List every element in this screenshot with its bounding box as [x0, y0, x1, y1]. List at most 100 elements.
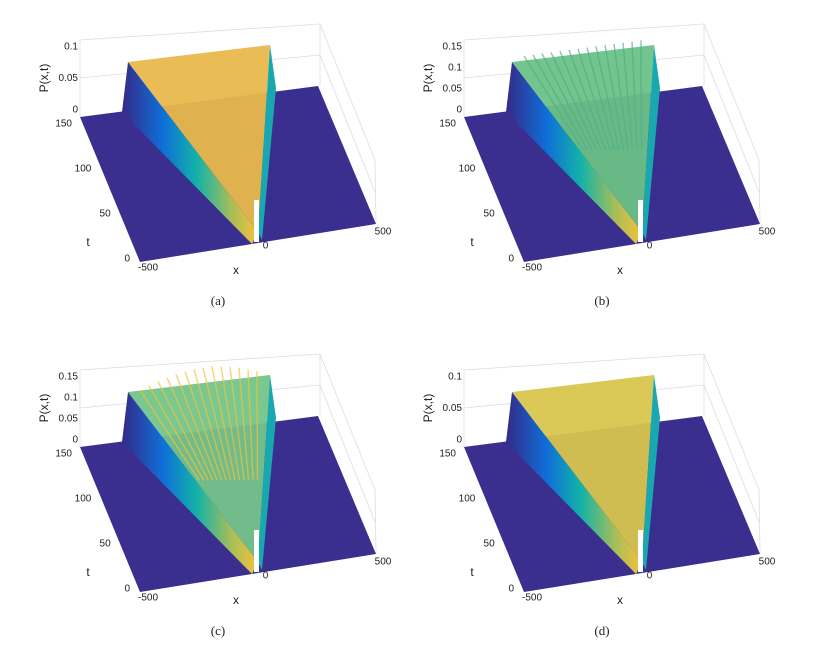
x-tick-label: -500 [138, 593, 158, 604]
panel: 0 0.05 0.1 0.15 P(x,t) 0 50 100 150 t -500 0 500 x (c) [37, 353, 392, 638]
box-line [319, 23, 376, 161]
surface-right-slope [642, 45, 660, 240]
ripple [532, 54, 589, 151]
t-tick-label: 50 [100, 539, 112, 550]
t-axis-label: t [86, 235, 90, 249]
z-tick-label: 0.05 [443, 84, 463, 95]
t-tick-label: 0 [124, 254, 130, 265]
box-line [703, 384, 760, 523]
surface-right-slope [258, 45, 276, 240]
origin-gap [638, 200, 643, 242]
x-axis-label: x [617, 593, 623, 607]
x-tick-label: -500 [138, 263, 158, 274]
t-tick-label: 150 [55, 449, 72, 460]
ripple [202, 367, 232, 481]
caption: (a) [211, 293, 225, 308]
ripple [238, 367, 250, 481]
t-tick-label: 0 [508, 584, 514, 595]
t-tick-label: 50 [484, 209, 496, 220]
box-line [758, 159, 761, 225]
z-tick-label: 0.1 [64, 42, 78, 53]
z-tick-label: 0.1 [448, 372, 462, 383]
ripple [148, 385, 205, 481]
t-tick-label: 0 [508, 254, 514, 265]
ripple [256, 370, 259, 481]
t-tick-label: 50 [484, 539, 496, 550]
ripple [631, 41, 638, 151]
x-tick-label: 500 [759, 227, 776, 238]
ripple [247, 369, 254, 481]
panel: 0 0.05 0.1 P(x,t) 0 50 100 150 t -500 0 500 x (a) [37, 23, 392, 308]
origin-gap [638, 530, 643, 572]
surface-top [512, 45, 654, 232]
ripple [577, 48, 611, 151]
x-tick-label: 500 [375, 227, 392, 238]
box-line [703, 353, 760, 491]
box-line [758, 489, 761, 555]
surface-right-slope [258, 375, 276, 570]
panel: 0 0.05 0.1 P(x,t) 0 50 100 150 t -500 0 500 x (d) [421, 353, 776, 638]
box-line [374, 489, 377, 555]
ripple [157, 381, 209, 481]
ripple [139, 389, 200, 481]
x-tick-label: 500 [375, 557, 392, 568]
ripple [595, 46, 620, 151]
caption: (b) [594, 293, 609, 308]
ripple [523, 55, 584, 151]
t-tick-label: 150 [55, 119, 72, 130]
z-tick-label: 0 [456, 105, 462, 116]
x-axis-label: x [617, 263, 623, 277]
x-tick-label: 0 [647, 571, 653, 582]
z-tick-label: 0 [456, 435, 462, 446]
ripple [175, 374, 218, 481]
ripple [541, 53, 593, 151]
z-tick-label: 0.1 [448, 63, 462, 74]
x-tick-label: 0 [263, 571, 269, 582]
origin-gap [254, 200, 259, 242]
box-line [319, 54, 376, 193]
t-tick-label: 100 [75, 494, 92, 505]
z-axis-label: P(x,t) [421, 64, 435, 93]
ripple [550, 52, 598, 151]
t-tick-label: 0 [124, 584, 130, 595]
caption: (c) [211, 623, 225, 638]
surface-left-slope [122, 62, 258, 244]
t-tick-label: 100 [75, 164, 92, 175]
ripple [568, 49, 607, 151]
ripple [184, 371, 223, 481]
z-tick-label: 0.15 [59, 372, 79, 383]
box-line [703, 54, 760, 193]
ripple [229, 366, 245, 481]
x-tick-label: -500 [522, 263, 542, 274]
ripple [640, 40, 643, 151]
x-axis-label: x [233, 593, 239, 607]
ripple [193, 368, 227, 481]
box-line [374, 159, 377, 225]
z-tick-label: 0.1 [64, 393, 78, 404]
surface-left-slope [122, 392, 258, 574]
box-line [79, 353, 321, 371]
surface-top [128, 375, 270, 562]
z-tick-label: 0.15 [443, 42, 463, 53]
z-axis-label: P(x,t) [37, 64, 51, 93]
z-tick-label: 0 [72, 105, 78, 116]
t-tick-label: 150 [439, 449, 456, 460]
t-tick-label: 100 [459, 164, 476, 175]
t-axis-label: t [470, 235, 474, 249]
x-axis-label: x [233, 263, 239, 277]
ripple [622, 42, 634, 151]
ripple [559, 50, 602, 151]
surface-right-slope [642, 375, 660, 570]
ripple [166, 377, 214, 481]
box-line [319, 353, 376, 491]
surface-top [128, 45, 270, 232]
z-tick-label: 0.05 [443, 403, 463, 414]
ripple [220, 366, 241, 481]
z-axis-label: P(x,t) [37, 394, 51, 423]
box-line [319, 384, 376, 523]
box-line [463, 353, 705, 371]
z-axis-label: P(x,t) [421, 394, 435, 423]
z-tick-label: 0 [72, 435, 78, 446]
surface-top [512, 375, 654, 562]
